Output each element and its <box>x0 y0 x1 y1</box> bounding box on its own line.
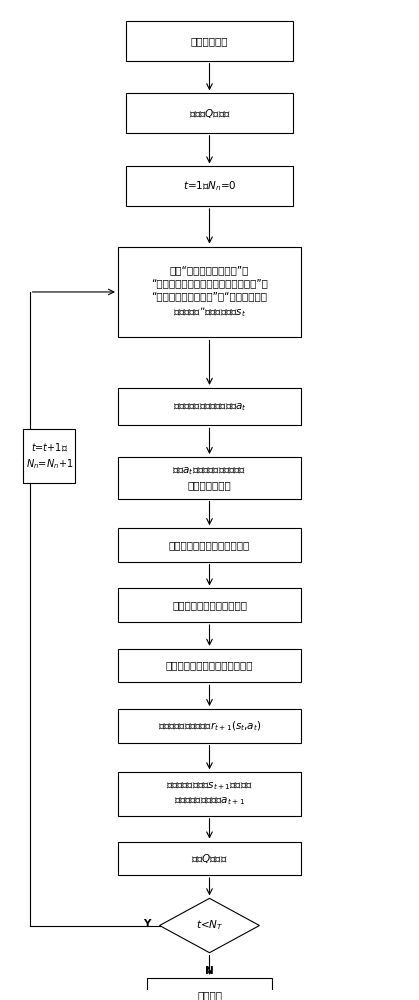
Text: 计算储能设备功率控制需求值: 计算储能设备功率控制需求值 <box>169 540 250 550</box>
FancyBboxPatch shape <box>118 842 301 875</box>
FancyBboxPatch shape <box>118 457 301 499</box>
Text: $t$=$t$+1；
$N_n$=$N_n$+1: $t$=$t$+1； $N_n$=$N_n$+1 <box>26 441 73 471</box>
FancyBboxPatch shape <box>118 247 301 337</box>
Text: 计算混合系统实际输出功率偏差: 计算混合系统实际输出功率偏差 <box>166 661 253 671</box>
FancyBboxPatch shape <box>118 772 301 816</box>
FancyBboxPatch shape <box>147 978 272 1000</box>
FancyBboxPatch shape <box>118 528 301 562</box>
Text: 输入基础数据: 输入基础数据 <box>191 36 228 46</box>
FancyBboxPatch shape <box>126 21 293 61</box>
Text: 根据动作选择策略选择动作$a_t$: 根据动作选择策略选择动作$a_t$ <box>173 401 246 413</box>
Text: $t$<$N_T$: $t$<$N_T$ <box>196 919 223 932</box>
Text: 初始化$Q$值函数: 初始化$Q$值函数 <box>189 107 230 120</box>
Text: 根据$a_t$得到混合系统输出功率
偏差控制目标值: 根据$a_t$得到混合系统输出功率 偏差控制目标值 <box>172 465 247 490</box>
Text: 修正$Q$值函数: 修正$Q$值函数 <box>191 852 228 865</box>
FancyBboxPatch shape <box>23 429 75 483</box>
Text: $t$=1；$N_n$=0: $t$=1；$N_n$=0 <box>183 179 236 193</box>
Text: 训练结束: 训练结束 <box>197 990 222 1000</box>
FancyBboxPatch shape <box>126 93 293 133</box>
Polygon shape <box>160 898 259 953</box>
Text: 根据“储能设备存储电量”、
“风电实际功率与混合系统计划值之差”、
“储能设备充放电状态”、“混合系统申报
的备用容量”确定系统状态$s_t$: 根据“储能设备存储电量”、 “风电实际功率与混合系统计划值之差”、 “储能设备充… <box>151 265 268 319</box>
FancyBboxPatch shape <box>118 588 301 622</box>
Text: 计算本时段立即回报值$r_{t+1}$($s_t$,$a_t$): 计算本时段立即回报值$r_{t+1}$($s_t$,$a_t$) <box>158 719 261 733</box>
FancyBboxPatch shape <box>118 649 301 682</box>
FancyBboxPatch shape <box>118 388 301 425</box>
Text: Y: Y <box>143 919 150 929</box>
FancyBboxPatch shape <box>126 166 293 206</box>
Text: 识别下一时段状态$s_{t+1}$并根据动
作选择策略选择动作$a_{t+1}$: 识别下一时段状态$s_{t+1}$并根据动 作选择策略选择动作$a_{t+1}$ <box>166 781 253 807</box>
Text: 计算储能设备实际输出功率: 计算储能设备实际输出功率 <box>172 600 247 610</box>
FancyBboxPatch shape <box>118 709 301 743</box>
Text: N: N <box>205 966 214 976</box>
